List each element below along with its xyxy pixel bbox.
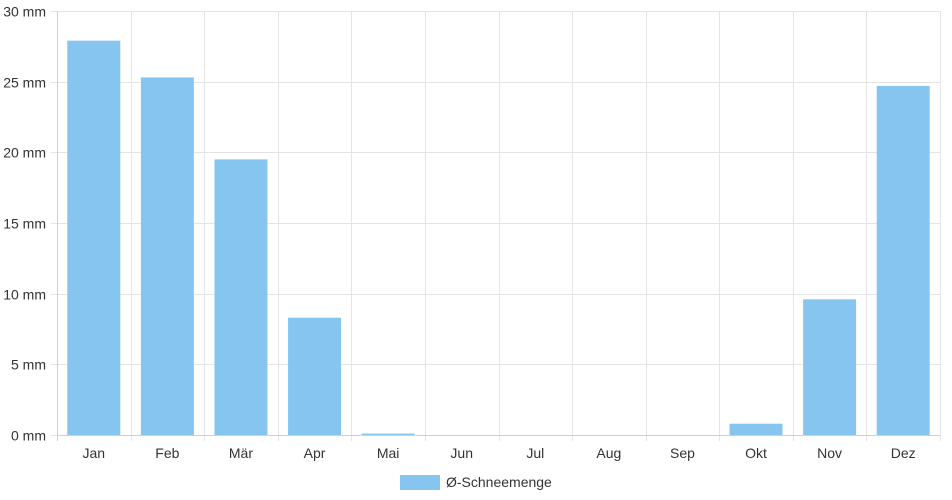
chart-grid xyxy=(51,11,941,441)
x-tick-label: Sep xyxy=(670,445,695,461)
x-tick-label: Jul xyxy=(526,445,544,461)
legend-swatch[interactable] xyxy=(400,475,440,490)
x-tick-label: Apr xyxy=(304,445,326,461)
x-tick-label: Feb xyxy=(155,445,179,461)
x-tick-label: Mai xyxy=(377,445,400,461)
y-tick-label: 0 mm xyxy=(11,428,46,444)
y-tick-label: 20 mm xyxy=(3,145,46,161)
x-tick-label: Nov xyxy=(817,445,842,461)
bar-Okt[interactable] xyxy=(729,423,783,435)
x-tick-label: Okt xyxy=(745,445,767,461)
bar-series xyxy=(67,40,930,436)
legend-label[interactable]: Ø-Schneemenge xyxy=(446,474,552,490)
y-tick-label: 30 mm xyxy=(3,4,46,20)
y-axis-ticks: 0 mm 5 mm 10 mm 15 mm 20 mm 25 mm 30 mm xyxy=(3,4,46,444)
x-tick-label: Jan xyxy=(83,445,106,461)
x-tick-label: Jun xyxy=(450,445,473,461)
x-tick-label: Aug xyxy=(596,445,621,461)
x-tick-label: Mär xyxy=(229,445,253,461)
bar-Apr[interactable] xyxy=(288,317,342,435)
y-tick-label: 25 mm xyxy=(3,75,46,91)
bar-Feb[interactable] xyxy=(140,77,194,436)
x-tick-label: Dez xyxy=(891,445,916,461)
y-tick-label: 10 mm xyxy=(3,287,46,303)
bar-Mai[interactable] xyxy=(361,433,415,435)
bar-Mär[interactable] xyxy=(214,159,268,435)
chart-legend[interactable]: Ø-Schneemenge xyxy=(400,474,552,490)
bar-Dez[interactable] xyxy=(876,85,930,435)
y-tick-label: 15 mm xyxy=(3,216,46,232)
bar-Jan[interactable] xyxy=(67,40,121,436)
bar-Nov[interactable] xyxy=(803,299,857,435)
x-axis-ticks: Jan Feb Mär Apr Mai Jun Jul Aug Sep Okt Nov Dez xyxy=(83,445,916,461)
y-tick-label: 5 mm xyxy=(11,357,46,373)
